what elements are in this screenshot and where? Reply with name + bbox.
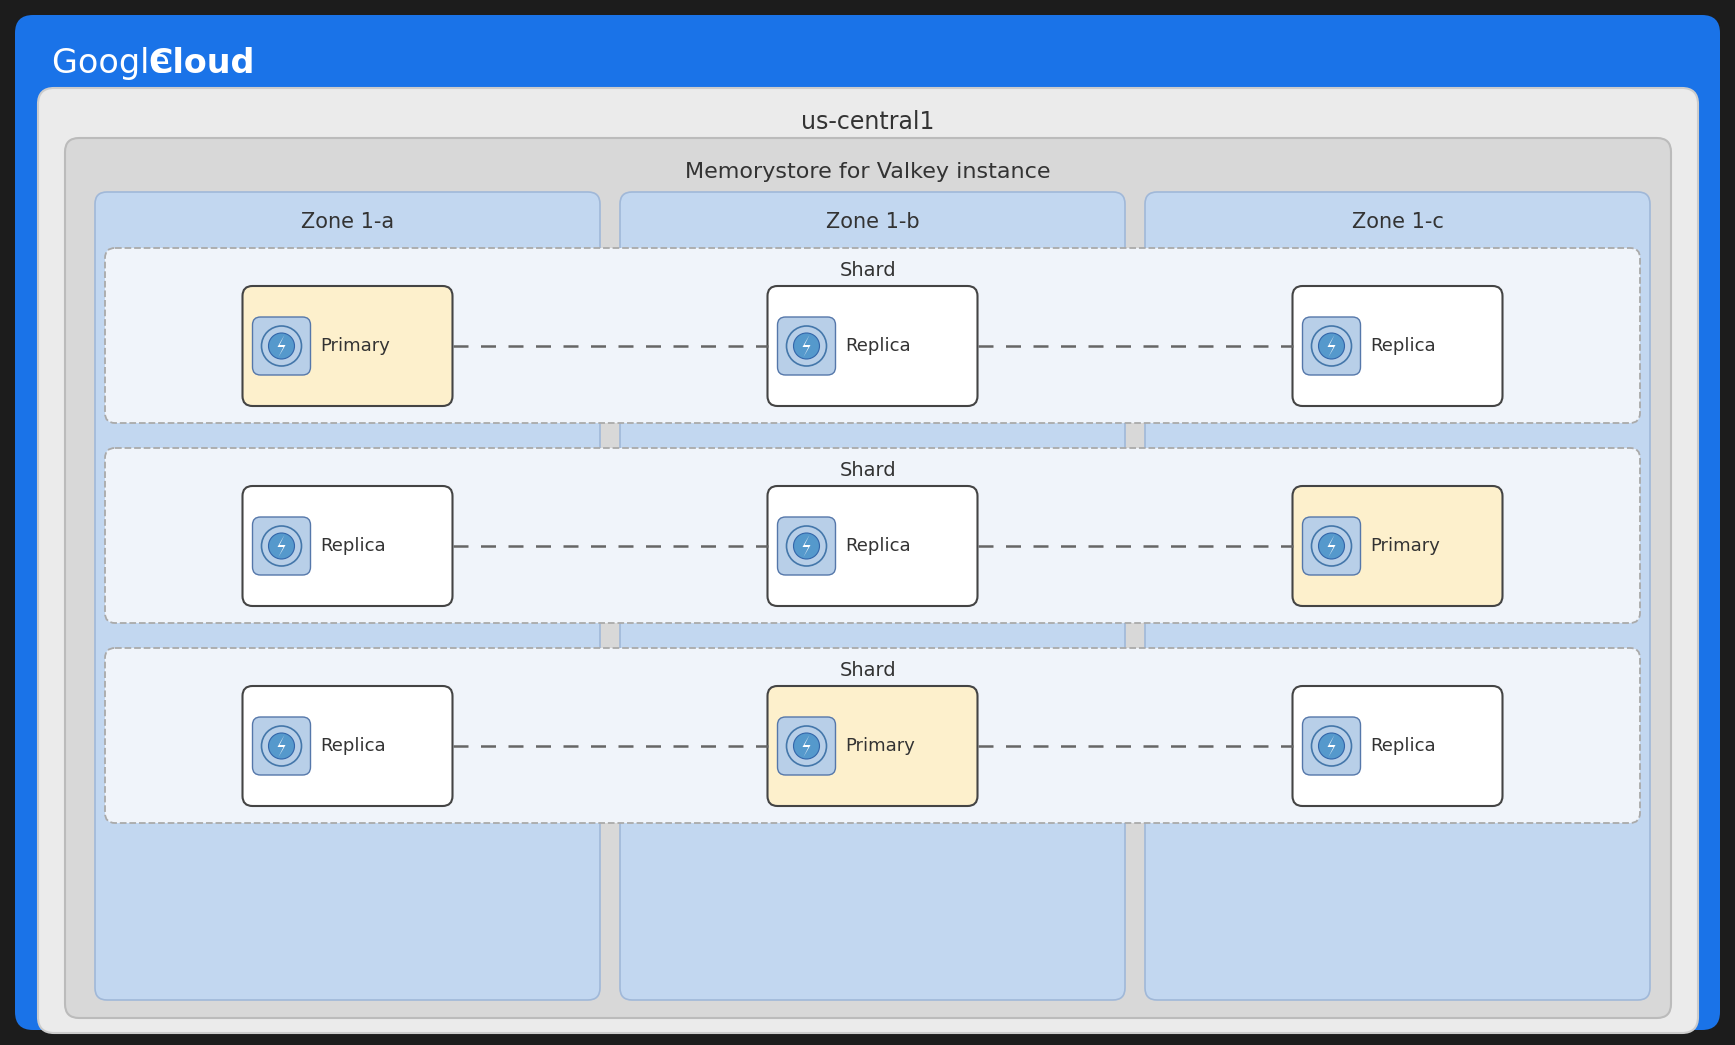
FancyBboxPatch shape <box>1145 192 1650 1000</box>
FancyBboxPatch shape <box>253 717 311 775</box>
Text: Replica: Replica <box>321 737 387 754</box>
Polygon shape <box>1327 335 1336 357</box>
FancyBboxPatch shape <box>1303 317 1360 375</box>
Polygon shape <box>1327 735 1336 757</box>
FancyBboxPatch shape <box>64 138 1671 1018</box>
Circle shape <box>1319 533 1345 559</box>
FancyBboxPatch shape <box>777 517 836 575</box>
Text: Shard: Shard <box>840 260 897 279</box>
FancyBboxPatch shape <box>777 717 836 775</box>
Polygon shape <box>1327 535 1336 557</box>
FancyBboxPatch shape <box>95 192 600 1000</box>
FancyBboxPatch shape <box>16 15 1719 1030</box>
Polygon shape <box>803 735 810 757</box>
Text: Replica: Replica <box>845 537 911 555</box>
Circle shape <box>269 733 295 759</box>
FancyBboxPatch shape <box>243 486 453 606</box>
FancyBboxPatch shape <box>767 686 977 806</box>
Text: Primary: Primary <box>1371 537 1440 555</box>
Text: Zone 1-a: Zone 1-a <box>300 212 394 232</box>
Circle shape <box>269 333 295 359</box>
FancyBboxPatch shape <box>243 686 453 806</box>
Circle shape <box>1319 333 1345 359</box>
FancyBboxPatch shape <box>253 317 311 375</box>
FancyBboxPatch shape <box>1293 486 1503 606</box>
Text: Primary: Primary <box>321 336 390 355</box>
FancyBboxPatch shape <box>38 88 1699 1034</box>
FancyBboxPatch shape <box>1303 517 1360 575</box>
FancyBboxPatch shape <box>106 648 1640 823</box>
FancyBboxPatch shape <box>253 517 311 575</box>
FancyBboxPatch shape <box>767 486 977 606</box>
Text: Replica: Replica <box>1371 336 1437 355</box>
Text: Replica: Replica <box>845 336 911 355</box>
Circle shape <box>793 733 819 759</box>
Polygon shape <box>278 335 286 357</box>
FancyBboxPatch shape <box>777 317 836 375</box>
Polygon shape <box>803 335 810 357</box>
Text: Zone 1-c: Zone 1-c <box>1352 212 1444 232</box>
Text: Cloud: Cloud <box>147 46 255 79</box>
FancyBboxPatch shape <box>1293 686 1503 806</box>
Circle shape <box>1319 733 1345 759</box>
FancyBboxPatch shape <box>106 248 1640 423</box>
FancyBboxPatch shape <box>1293 286 1503 407</box>
FancyBboxPatch shape <box>1303 717 1360 775</box>
Text: Memorystore for Valkey instance: Memorystore for Valkey instance <box>685 162 1051 182</box>
FancyBboxPatch shape <box>619 192 1124 1000</box>
Circle shape <box>793 533 819 559</box>
Text: Replica: Replica <box>321 537 387 555</box>
FancyBboxPatch shape <box>767 286 977 407</box>
Text: Google: Google <box>52 46 180 79</box>
FancyBboxPatch shape <box>243 286 453 407</box>
Circle shape <box>269 533 295 559</box>
Text: Replica: Replica <box>1371 737 1437 754</box>
Polygon shape <box>803 535 810 557</box>
Text: us-central1: us-central1 <box>802 110 935 134</box>
Circle shape <box>793 333 819 359</box>
Text: Shard: Shard <box>840 660 897 679</box>
Text: Shard: Shard <box>840 461 897 480</box>
Text: Primary: Primary <box>845 737 916 754</box>
Polygon shape <box>278 535 286 557</box>
Text: Zone 1-b: Zone 1-b <box>826 212 920 232</box>
Polygon shape <box>278 735 286 757</box>
FancyBboxPatch shape <box>106 448 1640 623</box>
